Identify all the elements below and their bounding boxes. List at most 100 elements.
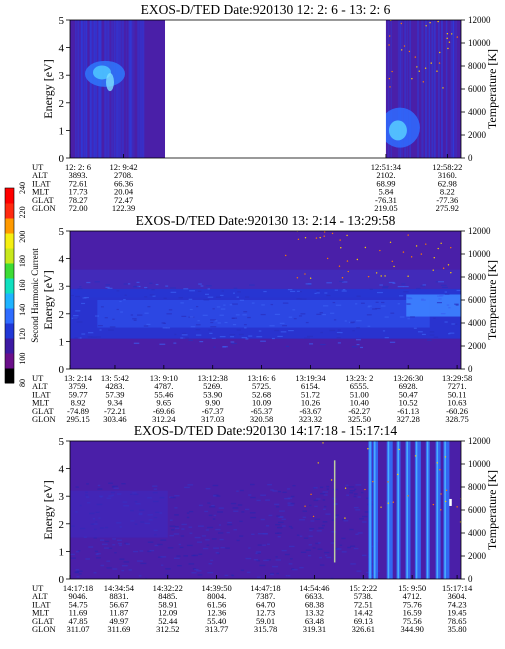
orbit-value-ilat: 58.91: [158, 599, 177, 609]
colorbar-segment: [5, 188, 14, 204]
orbit-value-mlt: 17.73: [68, 187, 87, 197]
orbit-value-glon: 326.61: [352, 624, 375, 634]
orbit-value-ut: 15: 2:22: [349, 583, 377, 593]
data-gap: [165, 19, 386, 159]
orbit-value-glat: 49.97: [109, 616, 128, 626]
orbit-value-glon: 122.39: [112, 203, 135, 213]
orbit-value-mlt: 14.42: [354, 608, 373, 618]
orbit-value-alt: 7387.: [256, 591, 275, 601]
y-tick-label: 5: [59, 15, 65, 27]
y-tick-label: 1: [59, 125, 65, 137]
orbit-value-ut: 13: 2:14: [64, 373, 93, 383]
orbit-value-glon: 327.28: [397, 414, 420, 424]
orbit-value-ilat: 68.38: [305, 599, 324, 609]
orbit-row-label: MLT: [32, 398, 50, 408]
orbit-value-alt: 6633.: [305, 591, 324, 601]
y-right-tick-label: 0: [468, 364, 473, 374]
y-right-tick-label: 4000: [468, 318, 487, 328]
orbit-value-ut: 13:26:30: [393, 373, 423, 383]
orbit-value-mlt: 16.59: [403, 608, 422, 618]
colorbar-segment: [5, 338, 14, 354]
orbit-row-label: GLAT: [32, 406, 55, 416]
orbit-value-alt: 9046.: [68, 591, 87, 601]
y-right-tick-label: 6000: [468, 84, 487, 94]
orbit-value-ilat: 74.23: [448, 599, 467, 609]
orbit-row-label: ALT: [32, 170, 49, 180]
y-tick-label: 3: [59, 70, 65, 82]
orbit-value-mlt: 11.69: [69, 608, 88, 618]
orbit-value-alt: 6154.: [301, 381, 320, 391]
orbit-value-ut: 13: 5:42: [101, 373, 129, 383]
orbit-value-ilat: 75.76: [403, 599, 422, 609]
orbit-value-ut: 13:12:38: [198, 373, 228, 383]
colorbar-tick-label: 100: [18, 353, 27, 365]
spectrogram-panel: EXOS-D/TED Date:920130 14:17:18 - 15:17:…: [32, 423, 499, 634]
orbit-value-alt: 5725.: [252, 381, 271, 391]
y-axis-label: Energy [eV]: [41, 480, 55, 539]
orbit-value-ilat: 59.77: [68, 389, 87, 399]
orbit-value-ilat: 62.98: [438, 178, 457, 188]
orbit-value-alt: 3160.: [438, 170, 457, 180]
y-tick-label: 0: [59, 153, 65, 165]
orbit-value-glon: 317.03: [201, 414, 224, 424]
panel-title: EXOS-D/TED Date:920130 14:17:18 - 15:17:…: [134, 423, 397, 438]
y-tick-label: 5: [59, 226, 65, 238]
y-right-tick-label: 4000: [468, 107, 487, 117]
y-right-tick-label: 10000: [468, 459, 491, 469]
colorbar-segment: [5, 353, 14, 369]
orbit-value-glon: 323.32: [299, 414, 322, 424]
orbit-value-glat: -62.27: [348, 406, 370, 416]
orbit-value-glat: 78.65: [448, 616, 467, 626]
orbit-value-mlt: 9.65: [156, 398, 171, 408]
orbit-value-mlt: 10.09: [252, 398, 271, 408]
orbit-value-alt: 8004.: [207, 591, 226, 601]
orbit-value-glat: -76.31: [375, 195, 397, 205]
orbit-value-glat: -74.89: [67, 406, 89, 416]
orbit-value-glon: 275.92: [436, 203, 459, 213]
y-right-tick-label: 2000: [468, 551, 487, 561]
orbit-value-glat: -72.21: [104, 406, 126, 416]
y-right-tick-label: 10000: [468, 38, 491, 48]
orbit-value-alt: 6555.: [350, 381, 369, 391]
orbit-value-ilat: 72.51: [354, 599, 373, 609]
orbit-value-mlt: 20.04: [114, 187, 134, 197]
orbit-value-ut: 12: 9:42: [110, 162, 138, 172]
orbit-value-alt: 3893.: [68, 170, 87, 180]
orbit-value-ut: 14:17:18: [63, 583, 93, 593]
orbit-row-label: MLT: [32, 608, 50, 618]
orbit-value-glon: 315.78: [254, 624, 277, 634]
orbit-value-alt: 2102.: [376, 170, 395, 180]
orbit-value-glat: -69.66: [153, 406, 175, 416]
orbit-value-ut: 13:29:58: [442, 373, 472, 383]
orbit-value-ut: 14:39:50: [202, 583, 232, 593]
orbit-value-ilat: 61.56: [207, 599, 226, 609]
y-right-axis-label: Temperature [K]: [485, 49, 499, 129]
y-tick-label: 4: [59, 43, 65, 55]
orbit-value-glat: -67.37: [202, 406, 224, 416]
y-tick-label: 3: [59, 491, 65, 503]
orbit-value-mlt: 11.87: [109, 608, 128, 618]
orbit-row-label: UT: [32, 373, 44, 383]
y-right-tick-label: 0: [468, 574, 473, 584]
orbit-value-ut: 13: 9:10: [150, 373, 178, 383]
y-tick-label: 0: [59, 574, 65, 586]
y-right-tick-label: 12000: [468, 15, 491, 25]
orbit-value-ut: 13:16: 6: [248, 373, 276, 383]
y-right-tick-label: 6000: [468, 505, 487, 515]
orbit-row-label: GLAT: [32, 195, 55, 205]
y-tick-label: 2: [59, 98, 65, 110]
y-tick-label: 1: [59, 336, 65, 348]
orbit-value-glat: 55.40: [207, 616, 226, 626]
y-right-tick-label: 0: [468, 153, 473, 163]
orbit-value-ut: 14:32:22: [153, 583, 183, 593]
y-right-tick-label: 10000: [468, 249, 491, 259]
orbit-value-glat: -63.67: [299, 406, 321, 416]
orbit-value-ilat: 56.67: [109, 599, 128, 609]
y-right-tick-label: 2000: [468, 341, 487, 351]
colorbar-segment: [5, 218, 14, 234]
y-right-tick-label: 12000: [468, 226, 491, 236]
orbit-value-glat: 69.13: [354, 616, 373, 626]
orbit-row-label: UT: [32, 162, 44, 172]
y-right-tick-label: 8000: [468, 272, 487, 282]
colorbar-segment: [5, 308, 14, 324]
